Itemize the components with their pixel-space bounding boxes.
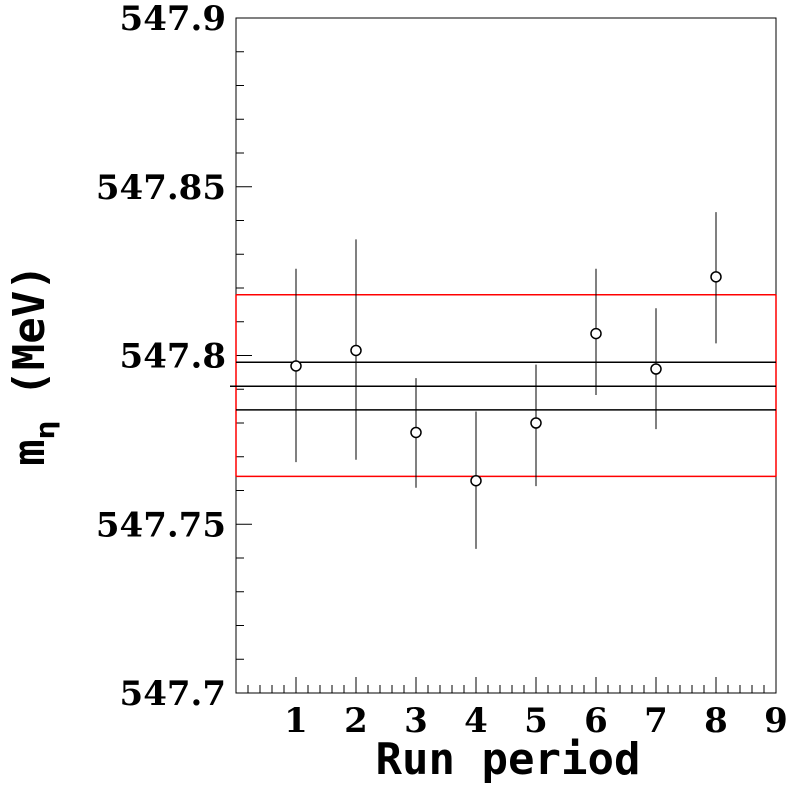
plot-frame: [235, 17, 777, 694]
svg-text:mη(MeV): mη (MeV): [4, 264, 61, 465]
point-marker: [290, 360, 302, 372]
data-point-4: [470, 411, 482, 549]
x-tick-label: 2: [344, 701, 368, 741]
x-tick-label: 9: [764, 701, 788, 741]
data-point-5: [530, 364, 542, 487]
y-axis-title-subscript: η: [31, 421, 61, 440]
x-axis-title: Run period: [376, 734, 641, 785]
x-tick-label: 1: [284, 701, 308, 741]
data-point-2: [350, 239, 362, 460]
point-marker: [350, 344, 362, 357]
y-tick-label: 547.75: [96, 505, 226, 545]
y-tick-label: 547.85: [96, 168, 226, 208]
point-marker: [470, 474, 482, 487]
y-tick-label: 547.9: [120, 0, 226, 39]
x-tick-label: 5: [524, 701, 548, 741]
y-tick-labels: 547.7 547.75 547.8 547.85 547.9: [96, 0, 226, 714]
y-tick-label: 547.8: [120, 337, 226, 377]
data-point-7: [650, 308, 662, 430]
x-tick-label: 4: [464, 701, 488, 741]
data-point-3: [410, 378, 422, 488]
y-axis-title: mη (MeV): [4, 264, 61, 465]
point-marker: [410, 426, 422, 439]
plot-area-border: [235, 17, 777, 694]
point-marker: [710, 271, 722, 283]
data-point-1: [290, 268, 302, 463]
data-point-8: [710, 212, 722, 344]
x-tick-label: 3: [404, 701, 428, 741]
data-point-6: [590, 268, 602, 395]
bands: [230, 294, 777, 478]
data-points: [290, 212, 722, 549]
minor-ticks: [235, 17, 777, 694]
x-tick-label: 8: [704, 701, 728, 741]
x-tick-label: 7: [644, 701, 668, 741]
y-tick-label: 547.7: [120, 674, 226, 714]
x-tick-label: 6: [584, 701, 608, 741]
point-marker: [590, 327, 602, 340]
y-axis-title-unit: (MeV): [4, 264, 55, 396]
point-marker: [530, 417, 542, 429]
y-axis-title-main: m: [4, 439, 55, 466]
point-marker: [650, 363, 662, 375]
